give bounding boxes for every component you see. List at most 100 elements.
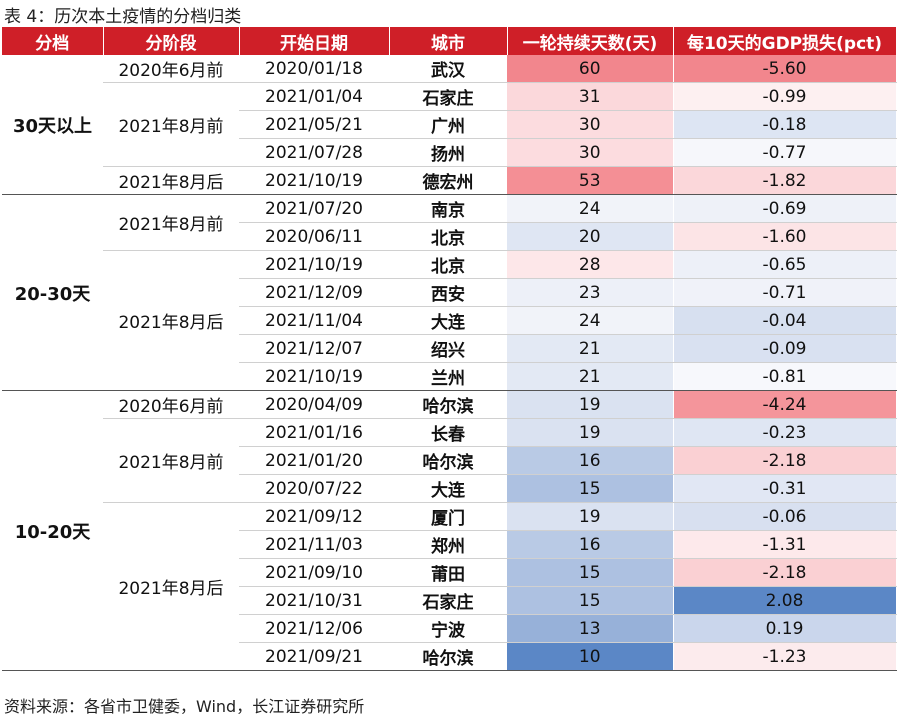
start-date-cell: 2021/01/04 <box>239 82 389 111</box>
gdp-loss-cell: -0.65 <box>673 250 897 279</box>
duration-days-cell: 53 <box>507 166 674 195</box>
table-row: 2021/05/21 广州 30 -0.18 <box>2 110 897 139</box>
table-row: 2020/06/11 北京 20 -1.60 <box>2 222 897 251</box>
city-cell: 宁波 <box>389 614 507 643</box>
stage-label: 2020年6月前 <box>103 390 239 419</box>
duration-days-cell: 10 <box>507 642 674 671</box>
city-cell: 西安 <box>389 278 507 307</box>
gdp-loss-cell: 2.08 <box>673 586 897 615</box>
stage-label: 2021年8月后 <box>103 166 239 195</box>
gdp-loss-cell: -0.23 <box>673 418 897 447</box>
city-cell: 大连 <box>389 474 507 503</box>
gdp-loss-cell: 0.19 <box>673 614 897 643</box>
gdp-loss-cell: -1.82 <box>673 166 897 195</box>
gdp-loss-cell: -1.31 <box>673 530 897 559</box>
duration-days-cell: 19 <box>507 418 674 447</box>
table-row: 2021/12/09 西安 23 -0.71 <box>2 278 897 307</box>
city-cell: 德宏州 <box>389 166 507 195</box>
city-cell: 石家庄 <box>389 82 507 111</box>
city-cell: 郑州 <box>389 530 507 559</box>
city-cell: 石家庄 <box>389 586 507 615</box>
table-row: 2020/07/22 大连 15 -0.31 <box>2 474 897 503</box>
table-row: 2021/10/31 石家庄 15 2.08 <box>2 586 897 615</box>
city-cell: 哈尔滨 <box>389 642 507 671</box>
stage-label: 2021年8月前 <box>103 194 239 251</box>
table-body: 30天以上 2020年6月前 2020/01/18 武汉 60 -5.60 2021年8月前… <box>2 55 897 671</box>
table-row: 2021/12/06 宁波 13 0.19 <box>2 614 897 643</box>
city-cell: 广州 <box>389 110 507 139</box>
start-date-cell: 2020/07/22 <box>239 474 389 503</box>
table-row: 30天以上 2020年6月前 2020/01/18 武汉 60 -5.60 <box>2 55 897 195</box>
table-row: 2021/09/21 哈尔滨 10 -1.23 <box>2 642 897 671</box>
start-date-cell: 2021/11/04 <box>239 306 389 335</box>
start-date-cell: 2021/10/31 <box>239 586 389 615</box>
table-row: 2021/07/28 扬州 30 -0.77 <box>2 138 897 167</box>
table-row: 2021/11/03 郑州 16 -1.31 <box>2 530 897 559</box>
table-row: 2021/12/07 绍兴 21 -0.09 <box>2 334 897 363</box>
stage-label: 2021年8月前 <box>103 418 239 503</box>
duration-days-cell: 60 <box>507 55 674 83</box>
gdp-loss-cell: -2.18 <box>673 558 897 587</box>
duration-days-cell: 15 <box>507 558 674 587</box>
duration-days-cell: 16 <box>507 446 674 475</box>
duration-days-cell: 19 <box>507 390 674 419</box>
stage-label: 2020年6月前 <box>103 55 239 83</box>
city-cell: 北京 <box>389 250 507 279</box>
gdp-loss-cell: -0.77 <box>673 138 897 167</box>
duration-days-cell: 15 <box>507 586 674 615</box>
table-row: 20-30天 2021年8月前 2021/07/20 南京 24 -0.69 <box>2 194 897 391</box>
table-row: 2021年8月前 2021/01/16 长春 19 -0.23 <box>2 418 897 503</box>
duration-days-cell: 16 <box>507 530 674 559</box>
header-city: 城市 <box>389 27 508 55</box>
duration-days-cell: 21 <box>507 362 674 391</box>
duration-days-cell: 21 <box>507 334 674 363</box>
table-row: 2021/09/10 莆田 15 -2.18 <box>2 558 897 587</box>
header-start-date: 开始日期 <box>239 27 390 55</box>
duration-days-cell: 24 <box>507 306 674 335</box>
duration-days-cell: 30 <box>507 110 674 139</box>
header-gdp-loss: 每10天的GDP损失(pct) <box>673 27 897 55</box>
gdp-loss-cell: -0.06 <box>673 502 897 531</box>
city-cell: 武汉 <box>389 55 507 83</box>
duration-days-cell: 30 <box>507 138 674 167</box>
header-row: 分档 分阶段 开始日期 城市 一轮持续天数(天) 每10天的GDP损失(pct) <box>2 27 897 55</box>
city-cell: 大连 <box>389 306 507 335</box>
start-date-cell: 2021/10/19 <box>239 166 389 195</box>
start-date-cell: 2021/01/16 <box>239 418 389 447</box>
start-date-cell: 2021/07/28 <box>239 138 389 167</box>
stage-label: 2021年8月后 <box>103 502 239 671</box>
gdp-loss-cell: -0.09 <box>673 334 897 363</box>
city-cell: 扬州 <box>389 138 507 167</box>
start-date-cell: 2021/09/12 <box>239 502 389 531</box>
table-row: 2021/01/20 哈尔滨 16 -2.18 <box>2 446 897 475</box>
start-date-cell: 2020/01/18 <box>239 55 389 83</box>
gdp-loss-cell: -2.18 <box>673 446 897 475</box>
gdp-loss-cell: -4.24 <box>673 390 897 419</box>
table-row: 2021/11/04 大连 24 -0.04 <box>2 306 897 335</box>
table-row: 10-20天 2020年6月前 2020/04/09 哈尔滨 19 -4.24 <box>2 390 897 671</box>
gdp-loss-cell: -0.04 <box>673 306 897 335</box>
city-cell: 兰州 <box>389 362 507 391</box>
gdp-loss-cell: -0.18 <box>673 110 897 139</box>
duration-days-cell: 19 <box>507 502 674 531</box>
city-cell: 长春 <box>389 418 507 447</box>
duration-days-cell: 15 <box>507 474 674 503</box>
city-cell: 南京 <box>389 194 507 223</box>
header-stage: 分阶段 <box>103 27 240 55</box>
start-date-cell: 2021/12/06 <box>239 614 389 643</box>
duration-days-cell: 20 <box>507 222 674 251</box>
duration-days-cell: 24 <box>507 194 674 223</box>
gdp-loss-cell: -1.23 <box>673 642 897 671</box>
start-date-cell: 2021/05/21 <box>239 110 389 139</box>
gdp-loss-cell: -1.60 <box>673 222 897 251</box>
duration-days-cell: 23 <box>507 278 674 307</box>
start-date-cell: 2021/11/03 <box>239 530 389 559</box>
gdp-loss-cell: -0.71 <box>673 278 897 307</box>
table-row: 2021年8月后 2021/09/12 厦门 19 -0.06 <box>2 502 897 671</box>
start-date-cell: 2021/12/07 <box>239 334 389 363</box>
gdp-loss-cell: -0.69 <box>673 194 897 223</box>
start-date-cell: 2020/06/11 <box>239 222 389 251</box>
start-date-cell: 2021/10/19 <box>239 250 389 279</box>
header-duration-days: 一轮持续天数(天) <box>507 27 674 55</box>
start-date-cell: 2021/12/09 <box>239 278 389 307</box>
